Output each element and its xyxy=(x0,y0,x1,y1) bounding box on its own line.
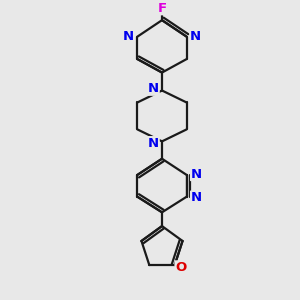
Text: N: N xyxy=(148,82,159,95)
Text: N: N xyxy=(190,191,202,204)
Text: O: O xyxy=(175,261,186,274)
Text: N: N xyxy=(148,137,159,150)
Text: N: N xyxy=(190,30,201,43)
Text: F: F xyxy=(158,2,166,15)
Text: N: N xyxy=(123,30,134,43)
Text: N: N xyxy=(190,167,202,181)
